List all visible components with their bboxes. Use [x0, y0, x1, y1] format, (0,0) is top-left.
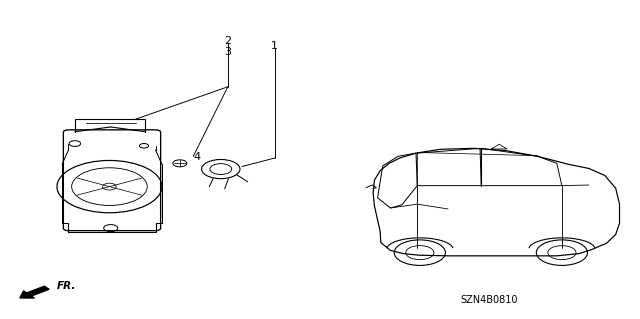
Text: 1: 1: [271, 41, 277, 51]
FancyArrow shape: [20, 286, 49, 298]
Text: 2: 2: [223, 36, 231, 47]
Text: SZN4B0810: SZN4B0810: [461, 295, 518, 305]
Text: 3: 3: [224, 47, 230, 57]
Text: 4: 4: [193, 152, 201, 162]
Text: FR.: FR.: [56, 281, 76, 291]
